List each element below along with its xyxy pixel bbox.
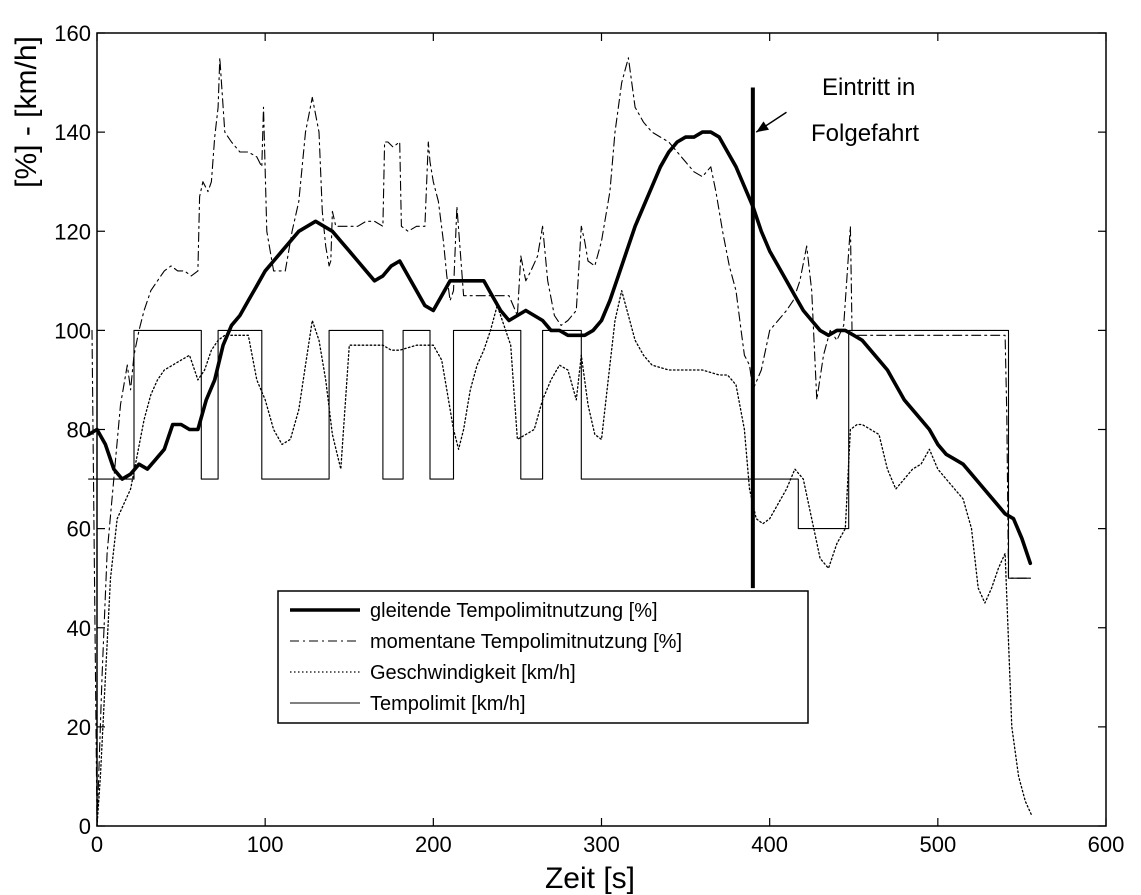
x-axis-title: Zeit [s]: [545, 862, 635, 895]
y-tick-label: 20: [67, 715, 91, 740]
tick-marks: [96, 32, 1107, 827]
series-line-3: [88, 329, 1031, 579]
x-tick-label: 100: [247, 832, 284, 857]
y-tick-label: 100: [54, 318, 91, 343]
annotation-arrow-head: [756, 121, 769, 133]
y-tick-label: 40: [67, 616, 91, 641]
tick-labels: 0 100 200 300 400 500 600 0 20 40 60 80 100 120 140 160: [54, 21, 1124, 857]
y-tick-label: 0: [79, 814, 91, 839]
annotation-line1: Eintritt in: [822, 74, 915, 101]
series-line-1: [91, 57, 1031, 827]
legend-entry-3: Tempolimit [km/h]: [370, 693, 526, 715]
series-layer: [86, 57, 1033, 827]
x-tick-label: 0: [91, 832, 103, 857]
legend-entry-2: Geschwindigkeit [km/h]: [370, 662, 576, 684]
annotation-line2: Folgefahrt: [811, 120, 919, 147]
x-tick-label: 500: [919, 832, 956, 857]
legend-entry-0: gleitende Tempolimitnutzung [%]: [370, 600, 658, 622]
x-tick-label: 200: [415, 832, 452, 857]
x-tick-label: 300: [583, 832, 620, 857]
annotation-layer: Eintritt in Folgefahrt: [755, 74, 919, 147]
y-tick-label: 140: [54, 120, 91, 145]
y-tick-label: 80: [67, 418, 91, 443]
series-line-0: [86, 130, 1033, 566]
y-axis-title: [%] - [km/h]: [10, 36, 43, 188]
legend-entry-1: momentane Tempolimitnutzung [%]: [370, 631, 682, 653]
legend-box: [277, 590, 809, 724]
y-tick-label: 60: [67, 517, 91, 542]
y-tick-label: 160: [54, 21, 91, 46]
legend: gleitende Tempolimitnutzung [%] momentane…: [277, 590, 809, 724]
x-tick-label: 400: [751, 832, 788, 857]
y-tick-label: 120: [54, 219, 91, 244]
x-tick-label: 600: [1088, 832, 1125, 857]
legend-items: gleitende Tempolimitnutzung [%] momentane…: [290, 600, 682, 715]
